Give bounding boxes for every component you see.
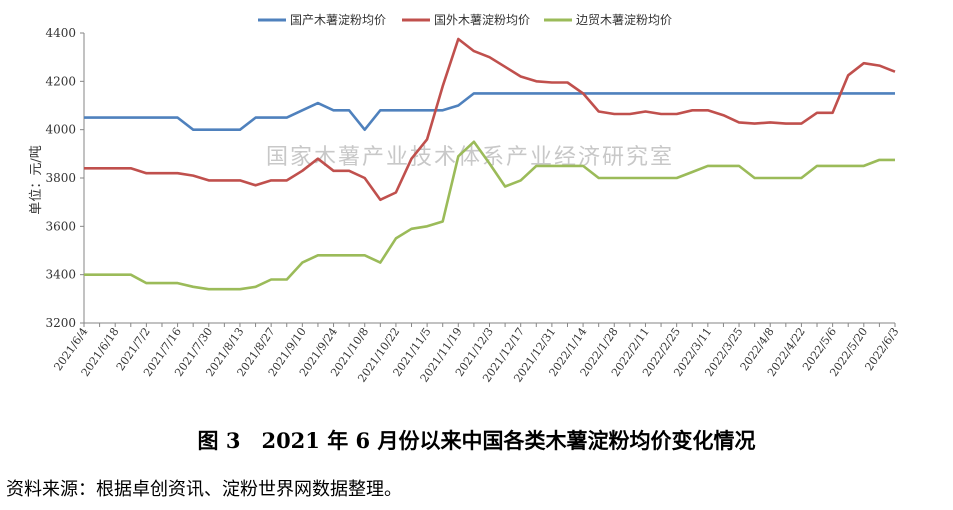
series-line-2: [84, 37, 896, 202]
legend-label-2: 国外木薯淀粉均价: [434, 13, 530, 27]
y-tick-label: 4000: [45, 123, 76, 137]
y-tick-label: 4200: [45, 74, 76, 88]
line-chart: 3200 3400 3600 3800 4000 4200 4400 2021/6/4202…: [29, 13, 901, 385]
figure-caption: 图 3 2021 年 6 月份以来中国各类木薯淀粉均价变化情况: [197, 428, 756, 453]
y-tick-label: 3600: [45, 219, 76, 233]
watermark-text: 国家木薯产业技术体系产业经济研究室: [266, 145, 674, 170]
series-line-3: [84, 140, 895, 291]
y-tick-label: 4400: [45, 26, 76, 40]
legend-label-1: 国产木薯淀粉均价: [290, 13, 386, 27]
y-tick-label: 3400: [45, 268, 76, 282]
source-note: 资料来源：根据卓创资讯、淀粉世界网数据整理。: [6, 479, 402, 500]
y-tick-label: 3200: [45, 316, 76, 330]
y-axis-label: 单位：元/吨: [29, 145, 44, 214]
legend: 国产木薯淀粉均价 国外木薯淀粉均价 边贸木薯淀粉均价: [258, 13, 672, 27]
y-tick-label: 3800: [45, 171, 76, 185]
y-axis: 3200 3400 3600 3800 4000 4200 4400: [45, 26, 85, 330]
series-lines: [84, 37, 896, 291]
x-axis: 2021/6/42021/6/182021/7/22021/7/162021/7…: [51, 322, 901, 385]
legend-label-3: 边贸木薯淀粉均价: [576, 13, 672, 27]
series-line-1: [84, 92, 895, 131]
